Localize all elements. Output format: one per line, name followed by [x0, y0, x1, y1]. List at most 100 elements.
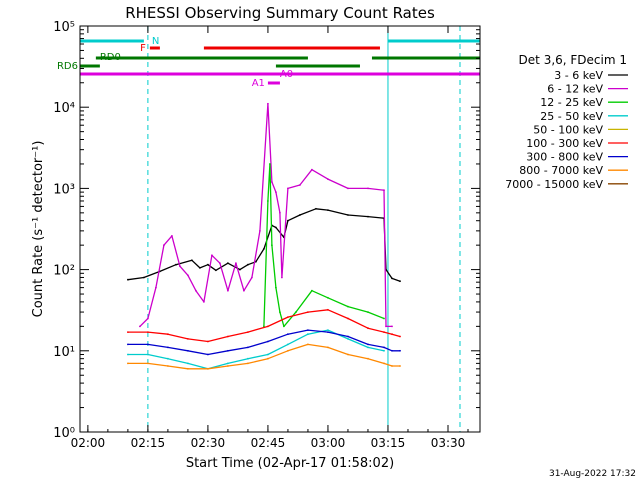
series-point-3-6-kev-14	[275, 226, 277, 229]
series-point-3-6-kev-6	[207, 263, 209, 266]
series-point-800-7000-kev-9	[307, 343, 309, 346]
series-point-100-300-kev-4	[207, 340, 209, 343]
series-point-25-50-kev-2	[167, 357, 169, 360]
x-tick-label-3: 02:45	[251, 436, 286, 450]
series-point-3-6-kev-0	[127, 278, 129, 281]
series-point-800-7000-kev-11	[347, 353, 349, 356]
y-tick-label-0: 10⁰	[53, 426, 75, 441]
series-point-3-6-kev-11	[255, 260, 257, 263]
series-point-12-25-kev-8	[311, 289, 313, 292]
series-point-300-800-kev-10	[327, 331, 329, 333]
x-tick-label-1: 02:15	[131, 436, 166, 450]
series-point-800-7000-kev-6	[247, 362, 249, 365]
series-point-6-12-kev-21	[287, 187, 289, 190]
series-point-6-12-kev-23	[311, 168, 313, 171]
series-point-12-25-kev-5	[279, 311, 281, 313]
legend-label-50-100-kev: 50 - 100 keV	[533, 123, 603, 136]
series-point-25-50-kev-13	[383, 349, 385, 352]
series-point-100-300-kev-0	[127, 331, 129, 333]
series-point-25-50-kev-8	[287, 343, 289, 346]
legend-label-6-12-kev: 6 - 12 keV	[547, 83, 603, 96]
series-point-100-300-kev-9	[307, 311, 309, 313]
series-point-100-300-kev-12	[367, 327, 369, 330]
series-line-3-6-kev	[127, 208, 401, 282]
y-axis-label: Count Rate (s⁻¹ detector⁻¹)	[31, 141, 46, 318]
x-tick-label-2: 02:30	[191, 436, 226, 450]
y-axis: 10⁰ 10¹ 10² 10³ 10⁴ 10⁵	[53, 20, 480, 441]
series-point-3-6-kev-21	[367, 215, 369, 218]
series-point-300-800-kev-15	[399, 349, 401, 352]
series-point-25-50-kev-9	[307, 333, 309, 336]
series-point-6-12-kev-26	[367, 187, 369, 190]
series-point-12-25-kev-11	[367, 311, 369, 313]
series-point-6-12-kev-1	[147, 317, 149, 320]
series-point-12-25-kev-4	[275, 286, 277, 289]
series-point-100-300-kev-2	[167, 333, 169, 336]
series-point-3-6-kev-9	[239, 268, 241, 271]
series-point-25-50-kev-1	[147, 353, 149, 356]
chart-title: RHESSI Observing Summary Count Rates	[125, 4, 435, 22]
series-point-3-6-kev-7	[215, 269, 217, 272]
series-point-6-12-kev-17	[271, 181, 273, 183]
x-tick-label-4: 03:00	[311, 436, 346, 450]
series-point-6-12-kev-20	[281, 276, 283, 279]
series-point-3-6-kev-24	[391, 277, 393, 280]
series-point-800-7000-kev-12	[367, 357, 369, 360]
x-axis: 02:00 02:15 02:30 02:45 03:00 03:15 03:30	[71, 26, 469, 450]
legend-label-25-50-kev: 25 - 50 keV	[540, 110, 603, 123]
series-point-25-50-kev-3	[187, 362, 189, 365]
legend-label-7000-15000-kev: 7000 - 15000 keV	[505, 178, 603, 191]
series-point-800-7000-kev-13	[383, 362, 385, 365]
series-point-800-7000-kev-2	[167, 365, 169, 367]
series-point-800-7000-kev-0	[127, 362, 129, 365]
series-point-800-7000-kev-15	[399, 365, 401, 367]
series-point-25-50-kev-6	[247, 357, 249, 360]
series-point-12-25-kev-7	[295, 311, 297, 313]
series-line-800-7000-kev	[127, 343, 400, 370]
series-point-100-300-kev-5	[227, 335, 229, 338]
series-point-300-800-kev-4	[207, 353, 209, 356]
series-point-100-300-kev-7	[267, 325, 269, 328]
series-point-300-800-kev-11	[347, 335, 349, 338]
series-point-6-12-kev-9	[211, 254, 213, 257]
y-tick-label-4: 10⁴	[53, 101, 75, 116]
series-point-300-800-kev-14	[391, 349, 393, 352]
series-point-6-12-kev-14	[251, 276, 253, 279]
series-point-3-6-kev-3	[175, 263, 177, 266]
series-point-6-12-kev-8	[203, 301, 205, 303]
series-point-300-800-kev-12	[367, 343, 369, 346]
series-point-800-7000-kev-8	[287, 349, 289, 352]
x-tick-label-6: 03:30	[431, 436, 466, 450]
series-point-300-800-kev-7	[267, 340, 269, 343]
series-point-12-25-kev-3	[271, 244, 273, 247]
series-point-3-6-kev-5	[199, 267, 201, 269]
series-line-100-300-kev	[127, 309, 401, 343]
series-point-6-12-kev-16	[267, 102, 269, 105]
y-tick-label-5: 10⁵	[53, 20, 75, 35]
x-axis-label: Start Time (02-Apr-17 01:58:02)	[186, 456, 394, 471]
series-line-300-800-kev	[127, 329, 400, 356]
series-point-6-12-kev-3	[163, 244, 165, 247]
series-point-800-7000-kev-1	[147, 362, 149, 365]
series-point-100-300-kev-10	[327, 308, 329, 311]
series-point-3-6-kev-10	[247, 263, 249, 266]
series-point-300-800-kev-13	[383, 346, 385, 349]
series-point-12-25-kev-2	[269, 163, 271, 165]
series-point-3-6-kev-20	[347, 214, 349, 216]
series-point-25-50-kev-5	[227, 362, 229, 365]
series-point-3-6-kev-18	[315, 207, 317, 210]
series-point-6-12-kev-6	[187, 274, 189, 277]
series-point-6-12-kev-10	[219, 262, 221, 265]
bar-label-rd6: RD6	[57, 61, 78, 72]
legend-label-300-800-kev: 300 - 800 keV	[526, 151, 603, 164]
series-point-6-12-kev-29	[391, 325, 393, 328]
footer-timestamp: 31-Aug-2022 17:32	[549, 469, 636, 479]
series-point-100-300-kev-15	[399, 335, 401, 338]
series-point-25-50-kev-0	[127, 353, 129, 356]
series-point-3-6-kev-12	[263, 248, 265, 250]
series-point-25-50-kev-10	[327, 329, 329, 331]
series-point-800-7000-kev-7	[267, 357, 269, 360]
x-tick-label-0: 02:00	[71, 436, 106, 450]
series-point-6-12-kev-2	[155, 286, 157, 289]
